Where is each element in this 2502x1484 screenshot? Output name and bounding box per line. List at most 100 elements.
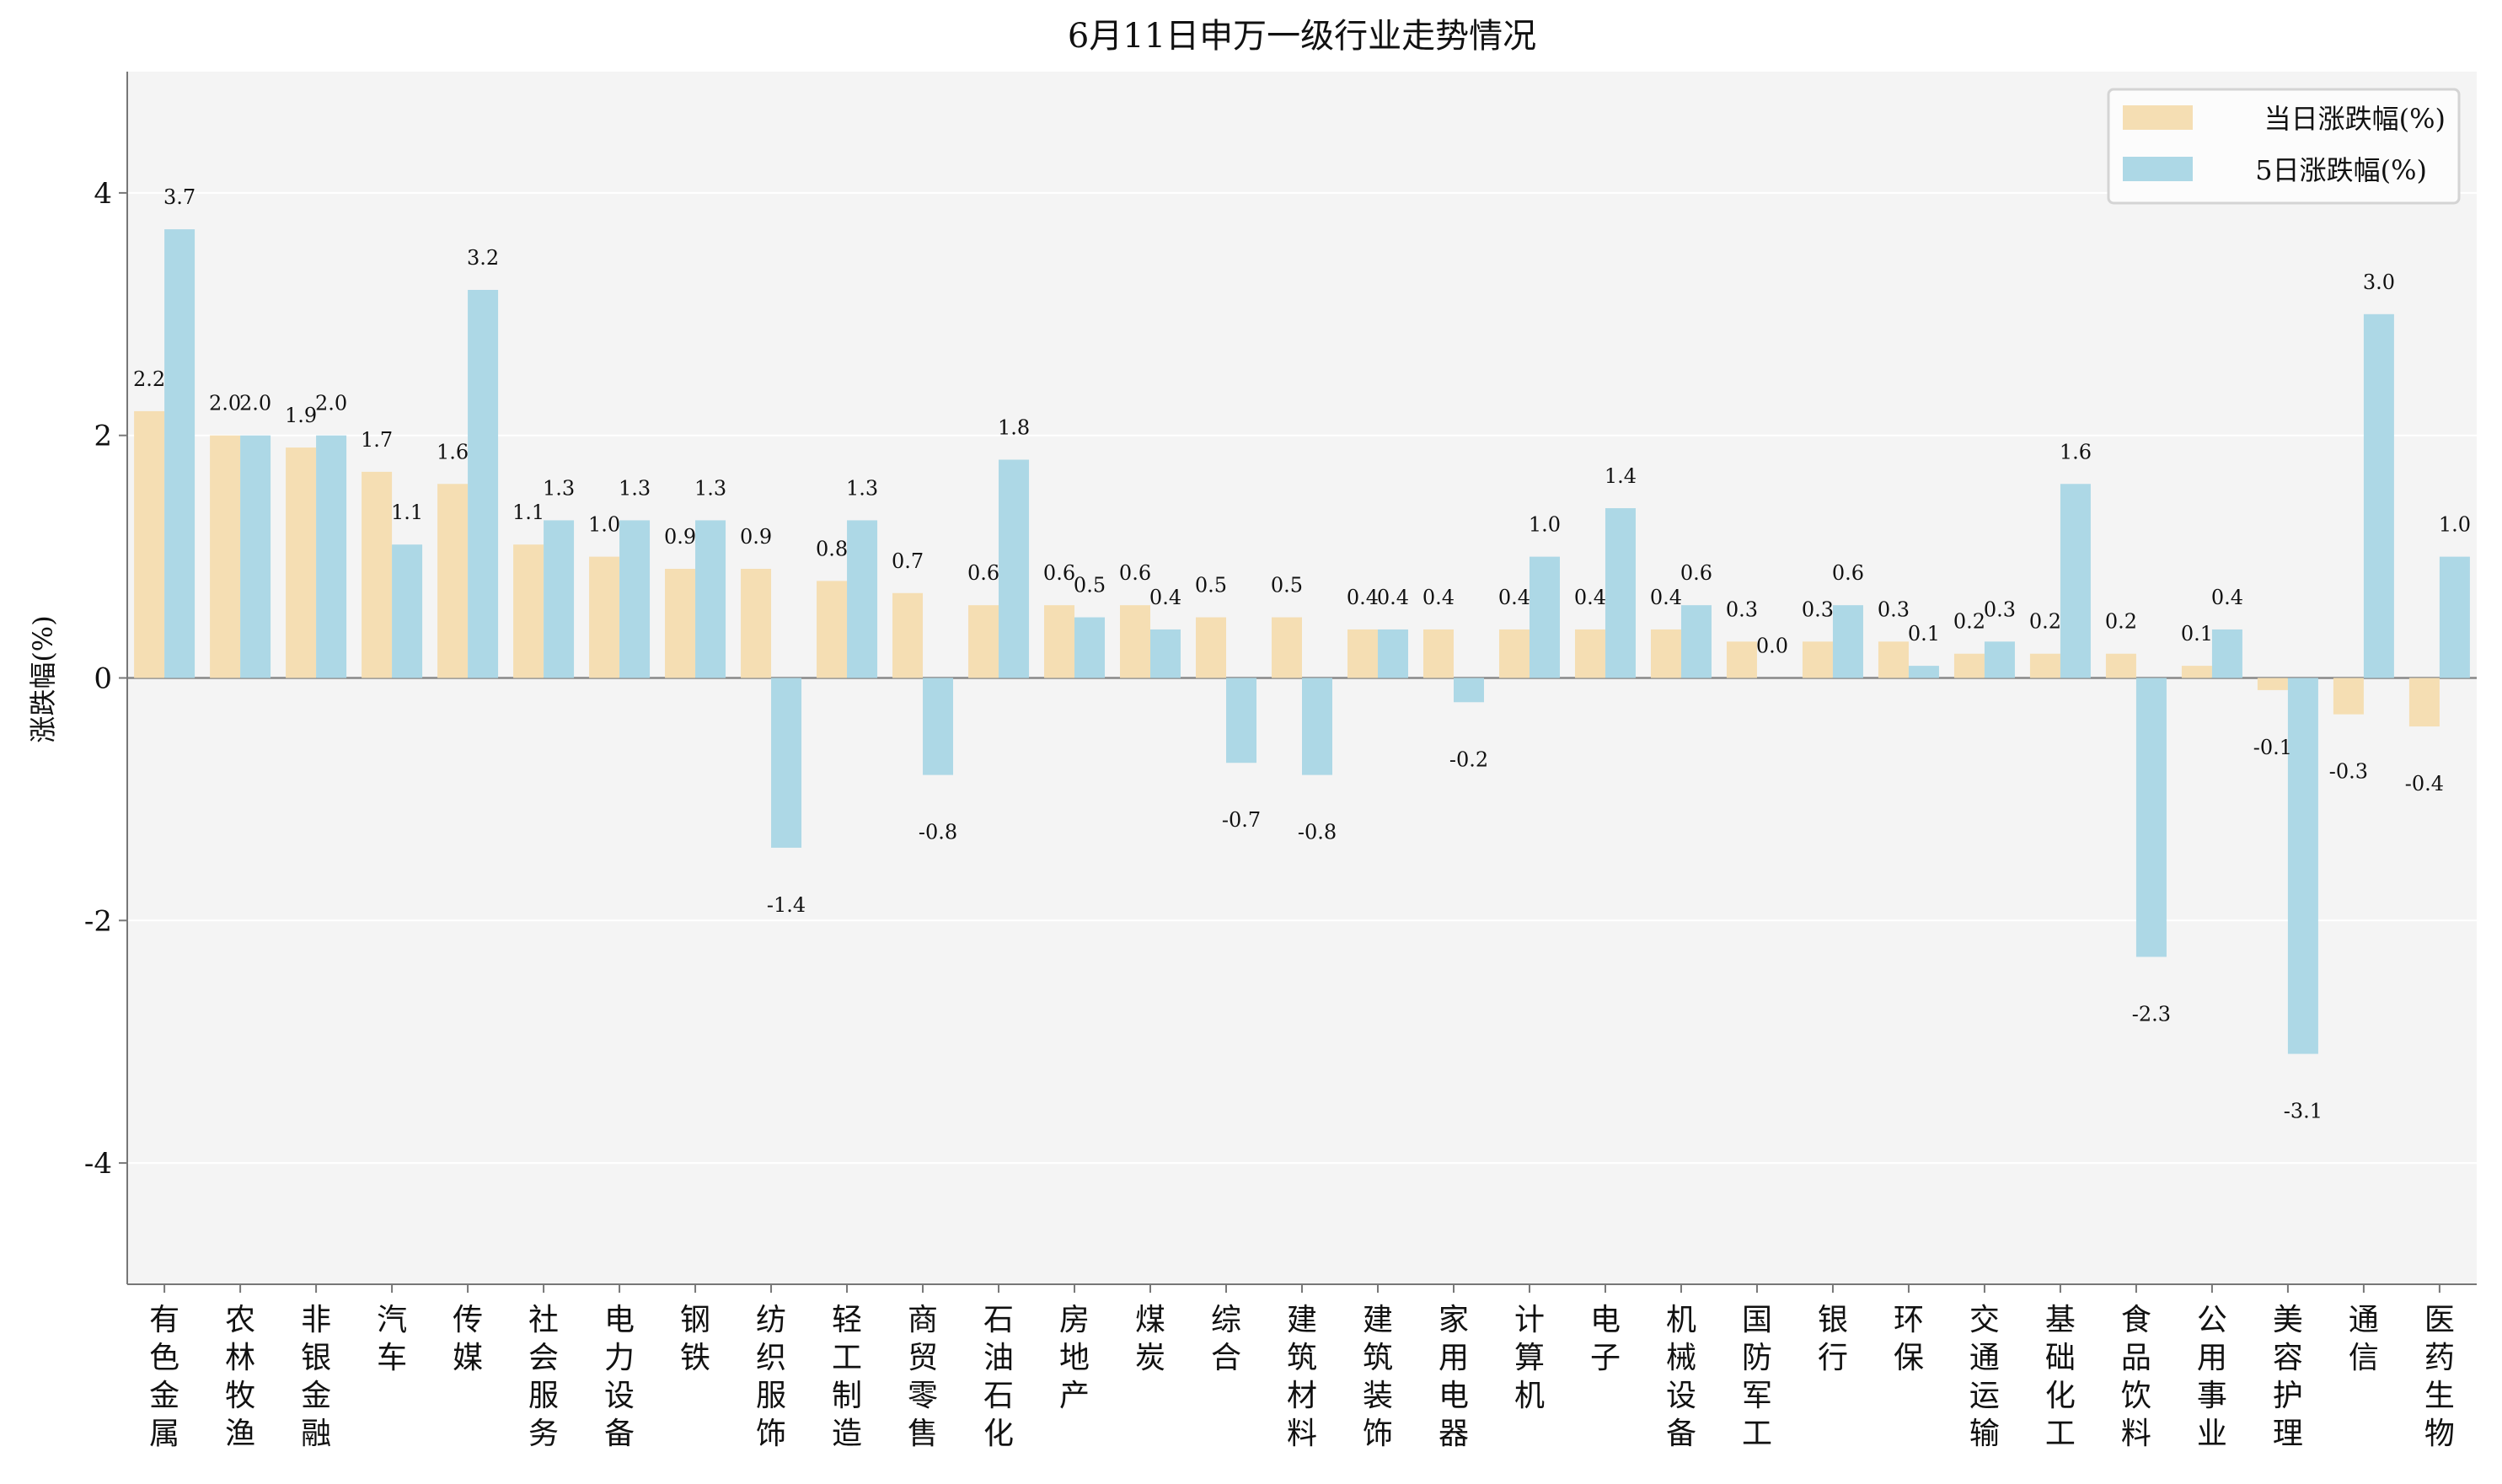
data-label: 1.9 [285,404,317,427]
bar-daily [1726,641,1757,678]
data-label: 0.4 [1377,586,1409,609]
x-tick-label: 通信 [2349,1303,2379,1375]
bar-5day [1832,605,1863,678]
bar-daily [817,581,848,678]
data-label: 0.4 [1574,586,1606,609]
bar-5day [1453,678,1484,703]
data-label: 2.2 [133,367,165,391]
data-label: 2.0 [239,392,271,415]
data-label: 0.2 [1953,610,1985,634]
data-label: 1.3 [543,476,575,500]
x-tick-label: 农林牧渔 [225,1303,255,1451]
bar-5day [2363,313,2394,678]
bar-daily [286,447,317,678]
legend-label-daily: 当日涨跌幅(%) [2264,103,2446,135]
x-tick-label: 传媒 [453,1303,483,1375]
bar-5day [923,678,954,775]
bar-5day [1377,629,1408,678]
bar-5day [316,435,347,678]
bar-daily [2333,678,2364,715]
data-label: 1.3 [619,476,651,500]
bar-daily [1044,605,1075,678]
x-tick-label: 银行 [1818,1303,1848,1375]
bar-daily [1347,629,1378,678]
bar-5day [2060,484,2091,678]
x-tick-label: 轻工制造 [832,1303,862,1451]
data-label: 1.3 [694,476,726,500]
bar-daily [513,544,544,678]
bar-5day [1302,678,1332,775]
x-tick-label: 食品饮料 [2121,1303,2151,1451]
bar-daily [968,605,999,678]
data-label: 0.3 [1802,597,1834,621]
data-label: -0.1 [2253,736,2292,759]
data-label: 0.3 [1984,597,2016,621]
legend-swatch-daily [2123,105,2193,130]
x-tick-label: 建筑装饰 [1363,1303,1393,1451]
data-label: 0.9 [740,525,772,549]
data-label: 0.4 [2211,586,2243,609]
bar-5day [999,459,1030,678]
bar-5day [619,520,651,678]
data-label: 0.4 [1498,586,1530,609]
x-tick-label: 国防军工 [1742,1303,1772,1451]
data-label: 1.0 [1529,513,1561,537]
data-label: 0.5 [1074,574,1106,597]
data-label: 0.5 [1271,574,1303,597]
bar-5day [392,544,423,678]
x-tick-label: 汽车 [377,1303,407,1375]
bar-5day [771,678,802,848]
bar-5day [2135,678,2167,957]
bar-daily [362,471,393,678]
data-label: 0.3 [1726,597,1758,621]
data-label: 0.6 [1043,561,1075,585]
data-label: 1.1 [391,501,423,524]
x-tick-label: 社会服务 [528,1303,559,1451]
bar-daily [2257,678,2288,690]
chart-title: 6月11日申万一级行业走势情况 [1068,17,1536,56]
bar-5day [544,520,575,678]
data-label: 1.7 [361,428,393,452]
data-label: 0.7 [892,549,924,573]
x-tick-label: 建筑材料 [1287,1303,1317,1451]
bar-daily [2408,678,2440,727]
data-label: 1.1 [512,501,544,524]
data-label: 1.3 [846,476,878,500]
bar-5day [1074,617,1106,678]
legend-label-5day: 5日涨跌幅(%) [2255,154,2427,186]
bar-daily [1650,629,1681,678]
bar-daily [2105,653,2136,678]
data-label: 0.1 [1908,622,1940,646]
data-label: -0.8 [1298,821,1337,844]
bar-daily [1272,617,1302,678]
x-tick-label: 石油石化 [983,1303,1014,1451]
data-label: -0.7 [1222,808,1261,832]
data-label: 1.4 [1605,464,1637,488]
x-tick-label: 公用事业 [2197,1303,2227,1451]
legend-swatch-5day [2123,157,2193,181]
x-tick-label: 纺织服饰 [756,1303,786,1451]
data-label: 3.0 [2363,271,2395,294]
data-label: 0.0 [1756,635,1788,658]
bar-daily [2029,653,2060,678]
bar-5day [468,290,499,678]
bar-daily [589,556,620,678]
data-label: 0.3 [1878,597,1910,621]
x-tick-label: 环保 [1894,1303,1924,1375]
data-label: 0.9 [664,525,696,549]
data-label: 0.8 [816,537,848,560]
x-tick-label: 交通运输 [1969,1303,2000,1451]
bar-5day [240,435,271,678]
y-axis-label: 涨跌幅(%) [27,615,59,742]
bar-daily [210,435,241,678]
data-label: 1.0 [588,513,620,537]
bar-daily [437,484,469,678]
data-label: 0.5 [1195,574,1227,597]
x-tick-label: 计算机 [1514,1303,1545,1413]
data-label: 0.2 [2105,610,2137,634]
data-label: -0.4 [2405,772,2444,796]
bar-daily [1498,629,1530,678]
bar-daily [2181,666,2212,678]
x-tick-label: 非银金融 [301,1303,331,1451]
